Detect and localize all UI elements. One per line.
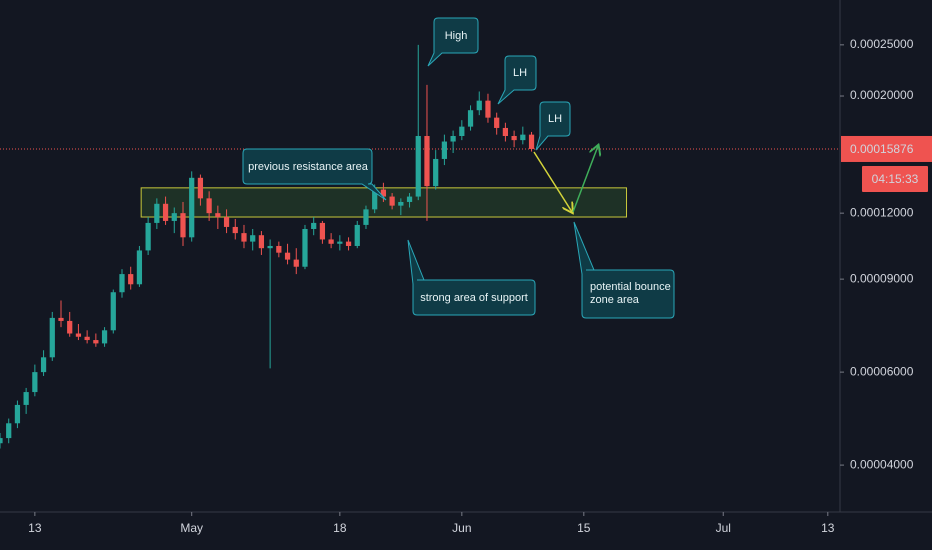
- callout-high: High: [427, 17, 479, 67]
- x-tick-label: 13: [28, 521, 42, 535]
- candle-body: [328, 239, 334, 244]
- candle-body: [6, 423, 12, 439]
- x-tick-label: 13: [821, 521, 835, 535]
- candle-body: [345, 241, 352, 246]
- candle-body: [128, 274, 134, 285]
- candle-body: [215, 213, 221, 218]
- candle-body: [302, 228, 308, 267]
- candle-body: [511, 135, 517, 141]
- y-tick-label: 0.00012000: [850, 205, 914, 219]
- candle-body: [162, 203, 169, 221]
- candle-body: [276, 245, 282, 253]
- candle-body: [363, 209, 369, 225]
- candle-body: [467, 110, 474, 127]
- callout-text: previous resistance area: [248, 161, 369, 173]
- arrow-down: [533, 151, 572, 212]
- candle-body: [206, 198, 212, 214]
- countdown-label: 04:15:33: [872, 172, 919, 186]
- candle-body: [476, 100, 482, 111]
- candle-body: [223, 217, 230, 227]
- candle-body: [154, 203, 160, 223]
- candle-body: [450, 135, 456, 142]
- last-price-label: 0.00015876: [850, 142, 914, 156]
- callout-text: strong area of support: [420, 292, 528, 304]
- y-tick-label: 0.00006000: [850, 364, 914, 378]
- candle-body: [250, 235, 256, 242]
- candle-body: [494, 117, 500, 128]
- candle-body: [406, 196, 413, 202]
- candle-body: [23, 392, 29, 405]
- candle-body: [49, 317, 55, 358]
- candle-body: [372, 189, 378, 210]
- arrow-up: [572, 146, 598, 213]
- y-tick-label: 0.00025000: [850, 37, 914, 51]
- callout-text: LH: [513, 67, 527, 79]
- candle-body: [67, 320, 73, 334]
- candle-body: [58, 317, 64, 321]
- candle-body: [433, 158, 439, 187]
- candle-body: [189, 177, 195, 238]
- candle-body: [459, 126, 465, 136]
- candle-body: [520, 134, 526, 141]
- x-tick-label: 18: [333, 521, 347, 535]
- candle-body: [14, 404, 21, 424]
- candle-body: [232, 226, 238, 234]
- candle-body: [40, 357, 47, 373]
- candle-body: [110, 292, 116, 331]
- candle-body: [528, 134, 535, 149]
- candle-body: [398, 201, 404, 206]
- countdown-box: [862, 165, 928, 192]
- candle-body: [424, 135, 430, 187]
- candle-body: [136, 250, 143, 285]
- callout-text: zone area: [590, 294, 640, 306]
- callout-lh: LH: [535, 101, 571, 151]
- y-tick-label: 0.00009000: [850, 271, 914, 285]
- candle-body: [93, 340, 99, 344]
- candle-body: [75, 333, 82, 337]
- candle-body: [319, 222, 326, 240]
- candle-body: [180, 213, 186, 238]
- candle-body: [389, 196, 395, 206]
- candle-body: [380, 189, 387, 197]
- callout-support: strong area of support: [407, 239, 536, 316]
- callout-text: potential bounce: [590, 281, 671, 293]
- candle-body: [502, 127, 509, 136]
- candle-body: [145, 222, 151, 251]
- candle-body: [293, 259, 299, 267]
- x-tick-label: May: [180, 521, 203, 535]
- last-price-box: [841, 135, 932, 162]
- y-tick-label: 0.00020000: [850, 88, 914, 102]
- candle-body: [337, 241, 343, 244]
- arrows: [533, 146, 598, 213]
- callout-text: LH: [548, 113, 562, 125]
- candle-body: [354, 224, 360, 246]
- candle-body: [415, 135, 421, 197]
- x-tick-label: Jun: [452, 521, 471, 535]
- candle-body: [284, 252, 291, 260]
- candle-body: [32, 372, 38, 393]
- candle-body: [171, 213, 177, 221]
- candle-body: [101, 330, 108, 344]
- candle-body: [84, 336, 90, 341]
- candle-body: [241, 233, 247, 242]
- x-tick-label: Jul: [716, 521, 731, 535]
- candle-body: [267, 245, 273, 249]
- candle-body: [485, 100, 491, 118]
- callout-bounce: potential bounce zone area: [573, 221, 675, 319]
- candle-body: [197, 177, 204, 199]
- callout-resistance: previous resistance area: [242, 148, 387, 201]
- candle-body: [0, 438, 3, 444]
- candle-body: [119, 274, 125, 293]
- candle-body: [441, 141, 448, 159]
- y-tick-label: 0.00004000: [850, 457, 914, 471]
- candle-body: [258, 235, 265, 249]
- callout-text: High: [445, 30, 468, 42]
- x-tick-label: 15: [577, 521, 591, 535]
- callout-lh: LH: [497, 55, 537, 105]
- candle-body: [311, 222, 317, 229]
